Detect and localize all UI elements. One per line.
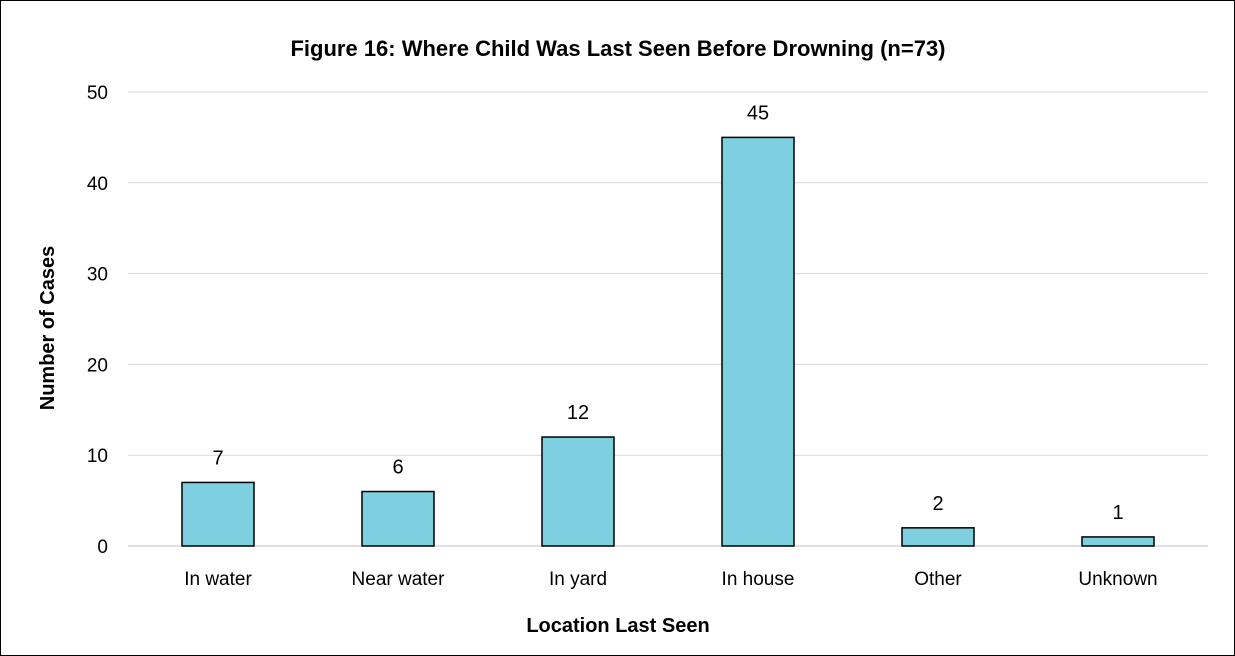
- bar-unknown: [1081, 536, 1155, 547]
- x-tick-label: Near water: [352, 569, 446, 590]
- y-tick-label: 30: [87, 265, 108, 286]
- bar-in-water: [181, 481, 255, 547]
- bars: 7 6 12 45 2 1: [181, 102, 1155, 547]
- y-tick-label: 10: [87, 446, 108, 467]
- bar-in-yard: [541, 436, 615, 547]
- bar-in-house: [721, 136, 795, 547]
- bar-near-water: [361, 490, 435, 547]
- x-axis-title: Location Last Seen: [526, 615, 709, 637]
- data-label: 45: [747, 102, 769, 124]
- data-label: 6: [392, 457, 403, 479]
- x-axis-ticks: In water Near water In yard In house Other Un…: [184, 569, 1157, 590]
- x-tick-label: In house: [722, 569, 795, 590]
- chart-title: Figure 16: Where Child Was Last Seen Bef…: [290, 36, 945, 61]
- x-tick-label: In water: [184, 569, 252, 590]
- data-label: 2: [932, 493, 943, 515]
- y-tick-label: 0: [97, 537, 108, 558]
- x-tick-label: Other: [914, 569, 962, 590]
- data-label: 7: [212, 447, 223, 469]
- y-tick-label: 40: [87, 174, 108, 195]
- x-tick-label: Unknown: [1078, 569, 1157, 590]
- y-axis-title: Number of Cases: [37, 246, 59, 411]
- y-tick-label: 50: [87, 83, 108, 104]
- data-label: 12: [567, 402, 589, 424]
- data-label: 1: [1112, 502, 1123, 524]
- y-axis-ticks: 0 10 20 30 40 50: [87, 83, 108, 558]
- y-tick-label: 20: [87, 355, 108, 376]
- x-tick-label: In yard: [549, 569, 607, 590]
- bar-other: [901, 527, 975, 547]
- gridlines: [128, 91, 1208, 547]
